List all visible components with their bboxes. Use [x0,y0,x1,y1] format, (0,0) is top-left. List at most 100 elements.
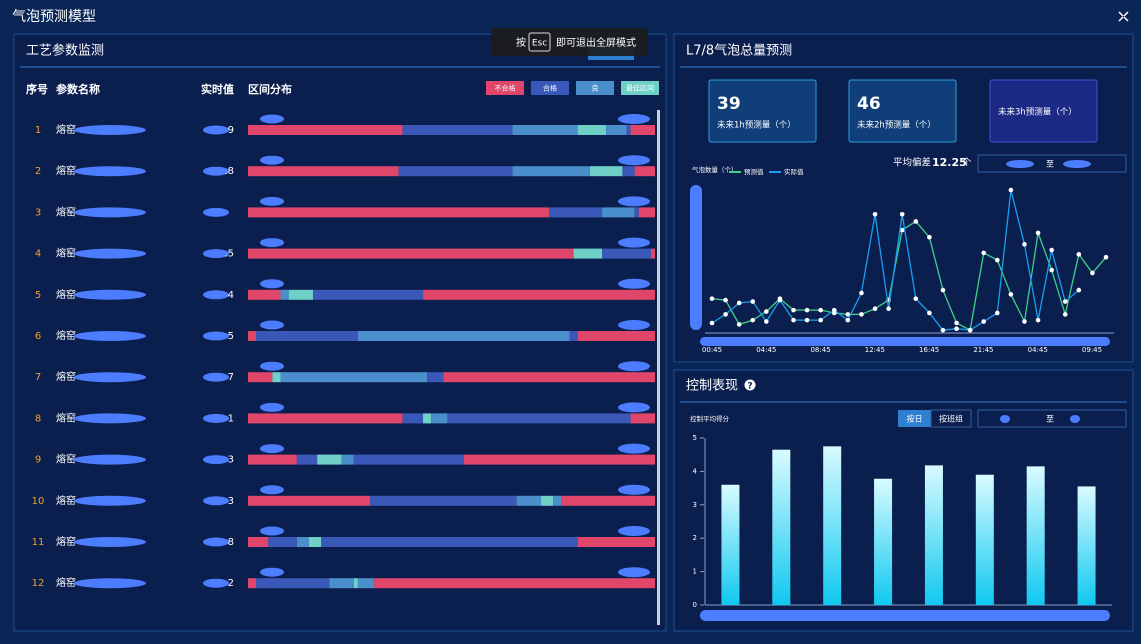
legend-label: 预测值 [744,167,764,176]
range-segment [374,578,655,589]
point [1022,242,1027,247]
range-segment [248,207,550,218]
toast-text: 即可退出全屏模式 [556,36,636,49]
blur [260,402,284,412]
date-range[interactable] [977,154,1127,173]
panel-title: 工艺参数监测 [26,43,104,59]
range-segment [589,166,623,177]
blur [618,114,650,124]
range-segment [431,413,448,424]
live-value: 3 [228,455,234,466]
card-label: 未来2h预测量（个） [857,120,936,131]
legend-button[interactable] [486,81,524,95]
blur [74,413,146,424]
range-segment [353,578,358,589]
range-segment [248,537,269,547]
range-segment [630,125,655,135]
point [940,287,946,293]
point [1076,252,1082,257]
point [1022,319,1027,324]
range-segment [357,578,375,589]
point [913,296,919,301]
point [750,299,756,304]
bar [1026,466,1045,605]
blur [203,331,229,341]
deviation-unit: 个 [962,158,972,169]
blur [74,248,146,259]
row-index: 8 [35,413,41,424]
range-segment [630,413,655,424]
key-box [528,32,551,52]
point [940,327,946,333]
live-value: 8 [228,537,234,548]
blur [203,413,229,423]
blur [618,278,650,289]
live-value: 5 [228,331,234,342]
point [791,307,796,313]
point [981,250,987,256]
team-button[interactable] [930,409,972,428]
row-index: 2 [35,166,41,177]
range-segment [317,454,342,465]
button-label: 按班组 [939,414,963,424]
y-tick-label: 0 [693,601,697,609]
help-icon[interactable] [744,379,756,391]
row-index: 4 [35,249,41,260]
exit-fullscreen-icon[interactable] [1118,11,1129,22]
point [859,312,864,317]
point [927,234,932,240]
y-axis-label: 气泡数量（个） [692,165,738,174]
x-tick-label: 12:45 [865,346,885,354]
legend-label: 最佳区间 [626,84,654,93]
range-segment [370,495,517,506]
scrollbar[interactable] [657,110,660,625]
x-tick-label: 09:45 [1082,346,1102,354]
date-range[interactable] [977,409,1127,428]
range-segment [248,454,297,465]
blur [1070,415,1080,423]
blur [618,402,650,413]
blur [618,567,650,578]
range-segment [329,578,354,589]
point [1062,312,1068,317]
series-line [711,189,1080,331]
card-label: 未来1h预测量（个） [717,120,796,131]
range-segment [341,454,354,465]
range-segment [622,166,635,177]
day-button[interactable] [898,410,931,427]
y-tick-label: 3 [693,501,697,509]
range-segment [398,166,513,177]
point [927,310,932,316]
y-tick-label: 4 [693,467,698,475]
range-segment [573,248,603,259]
blur [618,155,650,166]
blur [260,155,284,165]
x-tick-label: 04:45 [1028,346,1048,354]
point [1035,230,1041,236]
legend-button[interactable] [531,81,569,95]
param-name: 熔窑 [56,288,76,301]
blur [700,610,1110,621]
toast-text: 按 [516,36,526,49]
date-separator: 至 [1046,160,1054,169]
toast [491,28,648,56]
range-segment [353,454,464,465]
point [723,312,728,317]
param-name: 熔窑 [56,494,76,507]
param-name: 熔窑 [56,411,76,424]
range-segment [577,331,655,341]
point [845,312,851,317]
blur [203,207,229,217]
legend-button[interactable] [576,81,614,95]
legend-button[interactable] [621,81,659,95]
blur [260,526,284,536]
column-header: 参数名称 [56,82,100,96]
param-name: 熔窑 [56,205,76,218]
y-tick-label: 1 [693,568,697,576]
forecast-card [708,79,817,143]
range-segment [569,331,578,341]
blur [260,279,284,289]
blur [260,238,284,248]
